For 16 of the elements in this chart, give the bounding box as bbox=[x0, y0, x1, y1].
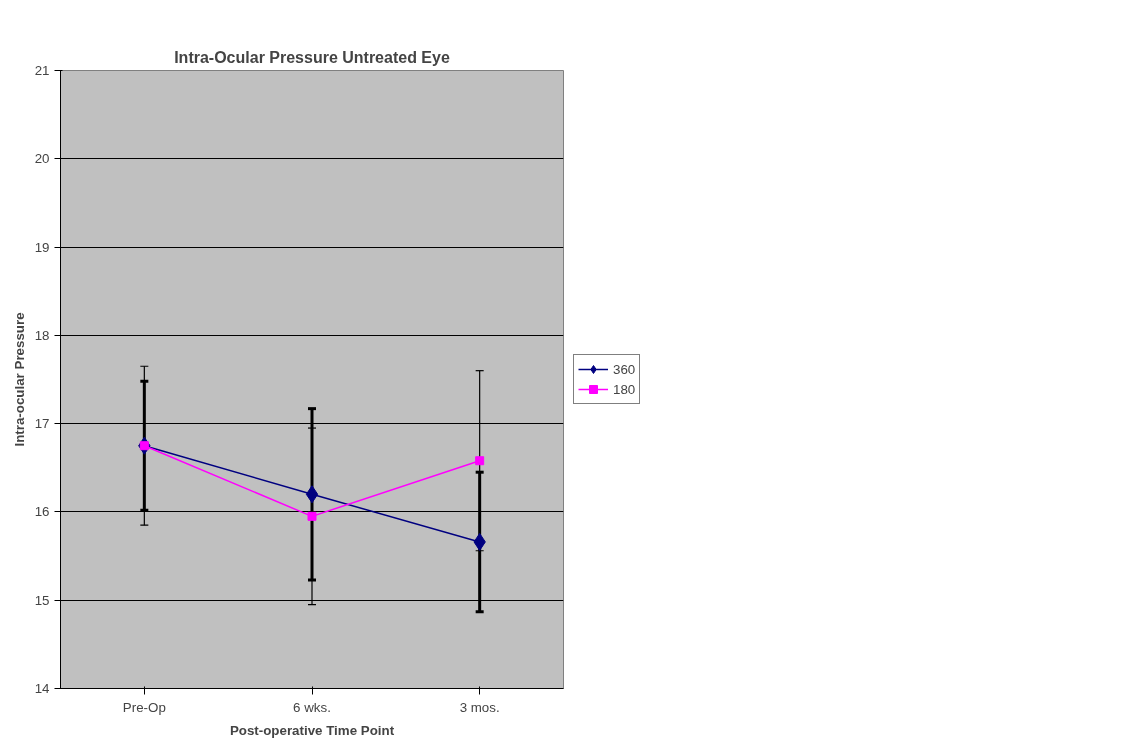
x-axis-title: Post-operative Time Point bbox=[229, 722, 395, 738]
legend-label: 180 bbox=[613, 381, 636, 397]
y-axis-title: Intra-ocular Pressure bbox=[11, 312, 27, 447]
y-tick-label: 20 bbox=[34, 151, 50, 167]
y-tick-label: 18 bbox=[34, 327, 50, 343]
y-tick-label: 17 bbox=[34, 416, 50, 432]
x-tick-label: Pre-Op bbox=[122, 699, 166, 715]
x-tick-label: 3 mos. bbox=[459, 699, 500, 715]
legend-label: 360 bbox=[613, 361, 636, 377]
y-tick-label: 19 bbox=[34, 239, 50, 255]
y-tick-label: 16 bbox=[34, 504, 50, 520]
chart-title: Intra-Ocular Pressure Untreated Eye bbox=[174, 48, 450, 66]
y-tick-label: 14 bbox=[34, 681, 51, 696]
y-tick-label: 15 bbox=[34, 592, 50, 608]
x-tick-label: 6 wks. bbox=[293, 699, 331, 715]
y-tick-label: 21 bbox=[34, 63, 50, 78]
